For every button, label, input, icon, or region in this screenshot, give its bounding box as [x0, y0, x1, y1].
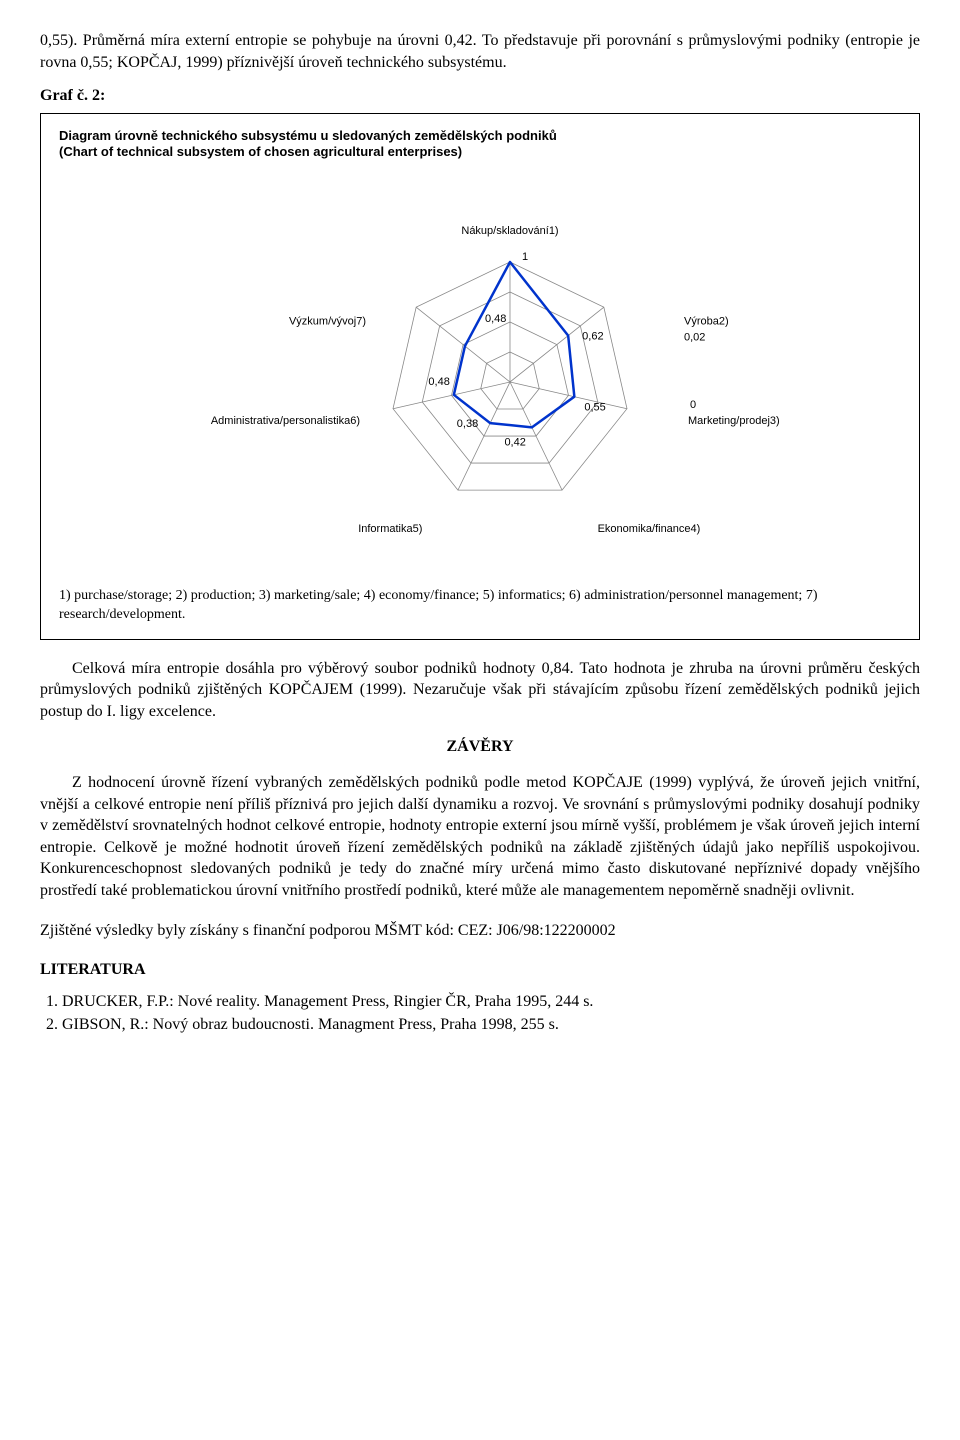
graf-label: Graf č. 2: [40, 85, 920, 107]
chart-title-cz: Diagram úrovně technického subsystému u … [59, 128, 557, 143]
radar-chart-box: Diagram úrovně technického subsystému u … [40, 113, 920, 640]
acknowledgement: Zjištěné výsledky byly získány s finančn… [40, 920, 920, 942]
reference-item: DRUCKER, F.P.: Nové reality. Management … [62, 991, 920, 1013]
svg-text:Marketing/prodej3): Marketing/prodej3) [688, 415, 780, 427]
intro-paragraph: 0,55). Průměrná míra externí entropie se… [40, 30, 920, 73]
literatura-heading: LITERATURA [40, 959, 920, 981]
svg-text:0,48: 0,48 [428, 376, 449, 388]
svg-text:0,02: 0,02 [684, 332, 705, 344]
svg-text:0,55: 0,55 [584, 402, 605, 414]
para-after-chart: Celková míra entropie dosáhla pro výběro… [40, 658, 920, 723]
svg-text:Nákup/skladování1): Nákup/skladování1) [461, 225, 558, 237]
svg-text:Ekonomika/finance4): Ekonomika/finance4) [598, 523, 701, 535]
chart-title-en: (Chart of technical subsystem of chosen … [59, 144, 462, 159]
chart-caption: 1) purchase/storage; 2) production; 3) m… [59, 587, 901, 625]
svg-text:1: 1 [522, 251, 528, 263]
radar-chart: Nákup/skladování1) Výroba2) Marketing/prod… [59, 172, 901, 577]
zavery-heading: ZÁVĚRY [40, 736, 920, 758]
svg-text:0: 0 [690, 399, 696, 411]
reference-item: GIBSON, R.: Nový obraz budoucnosti. Mana… [62, 1014, 920, 1036]
svg-text:0,38: 0,38 [457, 418, 478, 430]
svg-text:Výroba2): Výroba2) [684, 316, 729, 328]
svg-text:0,42: 0,42 [504, 437, 525, 449]
svg-text:Výzkum/vývoj7): Výzkum/vývoj7) [289, 316, 366, 328]
chart-title: Diagram úrovně technického subsystému u … [59, 128, 901, 161]
svg-text:0,48: 0,48 [485, 313, 506, 325]
svg-text:Informatika5): Informatika5) [358, 523, 422, 535]
para-zavery: Z hodnocení úrovně řízení vybraných země… [40, 772, 920, 902]
svg-text:0,62: 0,62 [582, 331, 603, 343]
references-list: DRUCKER, F.P.: Nové reality. Management … [62, 991, 920, 1036]
svg-text:Administrativa/personalistika6: Administrativa/personalistika6) [211, 415, 360, 427]
